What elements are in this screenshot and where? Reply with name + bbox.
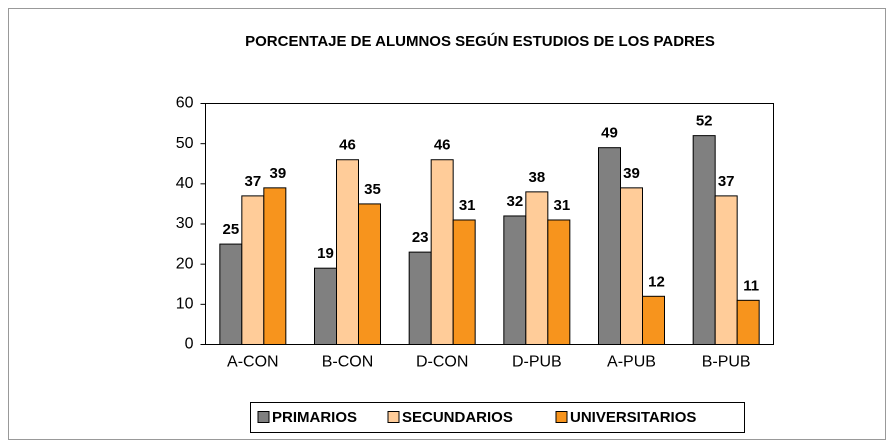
data-label: 23: [412, 229, 429, 246]
x-tick-label: A-CON: [227, 354, 279, 371]
bar: [692, 135, 716, 345]
data-label: 52: [696, 113, 713, 130]
chart-title: PORCENTAJE DE ALUMNOS SEGÚN ESTUDIOS DE …: [245, 33, 715, 50]
data-label: 12: [648, 273, 665, 290]
data-label: 39: [269, 165, 286, 182]
data-label: 19: [317, 245, 334, 262]
legend-label: UNIVERSITARIOS: [570, 409, 696, 426]
bar: [714, 195, 738, 345]
y-tick-label: 30: [176, 215, 194, 232]
data-label: 49: [601, 125, 618, 142]
data-label: 38: [528, 169, 545, 186]
legend-swatch: [555, 411, 568, 423]
bar: [598, 147, 621, 345]
bar: [642, 295, 665, 345]
data-label: 31: [459, 197, 476, 214]
bar: [430, 159, 454, 345]
y-tick-label: 10: [176, 296, 194, 313]
y-tick-label: 20: [176, 255, 194, 272]
plot-area: [205, 103, 774, 345]
x-tick-label: D-PUB: [512, 354, 562, 371]
legend-box: [250, 402, 745, 433]
bar: [525, 191, 549, 345]
bar: [503, 215, 527, 345]
bar: [408, 251, 432, 345]
data-label: 31: [553, 197, 570, 214]
bar: [314, 267, 337, 345]
bar: [358, 203, 381, 345]
bar: [336, 159, 359, 345]
data-label: 46: [434, 137, 451, 154]
data-label: 46: [339, 137, 356, 154]
bar: [620, 187, 643, 345]
x-tick-label: D-CON: [416, 354, 468, 371]
data-label: 37: [244, 173, 261, 190]
x-tick-label: A-PUB: [607, 354, 656, 371]
x-tick-label: B-PUB: [702, 354, 751, 371]
bar: [241, 195, 265, 345]
data-label: 39: [623, 165, 640, 182]
data-label: 11: [743, 277, 759, 294]
data-label: 32: [506, 193, 523, 210]
data-label: 25: [222, 221, 239, 238]
y-tick-label: 60: [176, 95, 194, 112]
bar: [736, 299, 760, 346]
frame: [8, 8, 886, 440]
legend-swatch: [387, 411, 400, 423]
legend-label: SECUNDARIOS: [402, 409, 513, 426]
y-tick-label: 0: [185, 336, 194, 353]
data-label: 35: [364, 181, 381, 198]
bar: [263, 187, 287, 345]
y-tick-label: 50: [176, 135, 194, 152]
y-tick-label: 40: [176, 175, 194, 192]
bar: [452, 219, 476, 346]
legend-label: PRIMARIOS: [272, 409, 357, 426]
data-label: 37: [718, 173, 735, 190]
bar: [547, 219, 571, 346]
bar: [219, 243, 243, 345]
x-tick-label: B-CON: [322, 354, 374, 371]
legend-swatch: [257, 411, 270, 423]
